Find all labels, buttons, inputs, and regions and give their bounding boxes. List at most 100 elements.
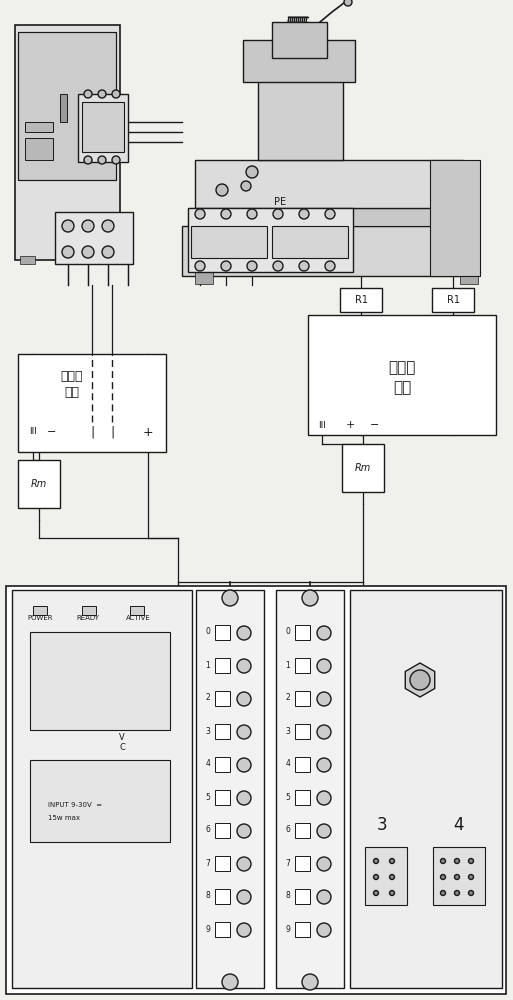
Circle shape	[222, 974, 238, 990]
Bar	[15, 25, 120, 260]
Text: 4: 4	[453, 816, 463, 834]
Circle shape	[222, 590, 238, 606]
Bar	[78, 94, 128, 162]
Text: 4: 4	[206, 760, 210, 768]
Text: +: +	[143, 426, 153, 438]
Bar	[295, 922, 310, 937]
Circle shape	[84, 90, 92, 98]
Bar	[18, 32, 116, 180]
Circle shape	[317, 626, 331, 640]
Circle shape	[237, 659, 251, 673]
Circle shape	[455, 858, 460, 863]
Bar	[215, 856, 230, 871]
Bar	[215, 790, 230, 805]
Bar	[276, 590, 344, 988]
Circle shape	[237, 758, 251, 772]
Circle shape	[216, 184, 228, 196]
Circle shape	[317, 890, 331, 904]
Bar	[272, 22, 327, 58]
Text: 7: 7	[206, 858, 210, 867]
Circle shape	[246, 166, 258, 178]
Text: 3: 3	[206, 726, 210, 736]
Circle shape	[373, 874, 379, 880]
Text: 15w max: 15w max	[48, 815, 80, 821]
Circle shape	[468, 874, 473, 880]
Circle shape	[237, 725, 251, 739]
Text: III: III	[29, 428, 37, 436]
Circle shape	[441, 890, 445, 896]
Text: +: +	[345, 420, 354, 430]
Circle shape	[468, 890, 473, 896]
Bar	[295, 691, 310, 706]
Circle shape	[102, 220, 114, 232]
Text: III: III	[318, 420, 326, 430]
Circle shape	[237, 791, 251, 805]
Circle shape	[195, 261, 205, 271]
Circle shape	[221, 261, 231, 271]
Bar	[215, 922, 230, 937]
Circle shape	[247, 209, 257, 219]
Text: 1: 1	[206, 660, 210, 670]
Circle shape	[317, 791, 331, 805]
Bar	[195, 272, 213, 284]
Bar	[191, 226, 267, 258]
Circle shape	[299, 261, 309, 271]
Text: INPUT 9-30V  =: INPUT 9-30V =	[48, 802, 102, 808]
Text: 2: 2	[286, 694, 290, 702]
Circle shape	[82, 246, 94, 258]
Text: 感器: 感器	[65, 386, 80, 399]
Circle shape	[389, 890, 394, 896]
Circle shape	[273, 261, 283, 271]
Circle shape	[237, 824, 251, 838]
Bar	[60, 94, 67, 122]
Text: 7: 7	[286, 858, 290, 867]
Polygon shape	[405, 663, 435, 697]
Circle shape	[410, 670, 430, 690]
Circle shape	[455, 890, 460, 896]
Bar	[188, 208, 353, 272]
Bar	[340, 288, 382, 312]
Text: 3: 3	[286, 726, 290, 736]
Circle shape	[468, 858, 473, 863]
Bar	[308, 315, 496, 435]
Circle shape	[237, 626, 251, 640]
Text: V: V	[119, 732, 125, 742]
Bar	[20, 256, 35, 264]
Bar	[430, 160, 480, 276]
Circle shape	[302, 590, 318, 606]
Circle shape	[112, 156, 120, 164]
Text: R1: R1	[354, 295, 367, 305]
Text: ACTIVE: ACTIVE	[126, 615, 150, 621]
Bar	[433, 847, 485, 905]
Circle shape	[62, 220, 74, 232]
Bar	[182, 226, 477, 276]
Circle shape	[247, 261, 257, 271]
Bar	[295, 757, 310, 772]
Bar	[215, 823, 230, 838]
Bar	[196, 590, 264, 988]
Bar	[188, 208, 472, 226]
Text: C: C	[119, 744, 125, 752]
Text: 6: 6	[206, 826, 210, 834]
Text: 电流传: 电流传	[61, 369, 83, 382]
Bar	[33, 606, 47, 615]
Text: PE: PE	[274, 197, 286, 207]
Circle shape	[373, 858, 379, 863]
Bar	[82, 102, 124, 152]
Circle shape	[325, 261, 335, 271]
Bar	[30, 632, 170, 730]
Text: 6: 6	[286, 826, 290, 834]
Bar	[215, 658, 230, 673]
Circle shape	[102, 246, 114, 258]
Text: POWER: POWER	[27, 615, 53, 621]
Text: 1: 1	[286, 660, 290, 670]
Text: 8: 8	[286, 892, 290, 900]
Bar	[365, 847, 407, 905]
Bar	[18, 354, 166, 452]
Bar	[95, 256, 110, 264]
Circle shape	[98, 90, 106, 98]
Text: 9: 9	[286, 924, 290, 934]
Bar	[55, 212, 133, 264]
Circle shape	[441, 874, 445, 880]
Text: Rm: Rm	[31, 479, 47, 489]
